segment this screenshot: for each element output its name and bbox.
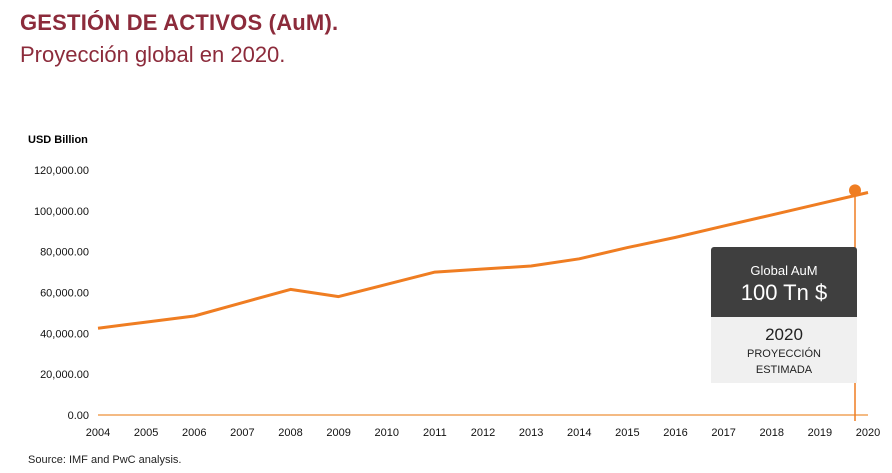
x-tick-label: 2011 <box>423 427 447 439</box>
x-tick-label: 2005 <box>134 427 158 439</box>
y-tick-label: 100,000.00 <box>34 206 89 218</box>
y-tick-label: 120,000.00 <box>34 165 89 177</box>
y-tick-label: 60,000.00 <box>40 288 89 300</box>
callout-value: 100 Tn $ <box>740 280 828 305</box>
x-tick-label: 2013 <box>519 427 543 439</box>
x-tick-label: 2015 <box>615 427 639 439</box>
y-tick-labels: 0.00 20,000.00 40,000.00 60,000.00 80,000.00… <box>34 165 89 422</box>
callout-label: Global AuM <box>750 263 818 278</box>
x-tick-label: 2006 <box>182 427 206 439</box>
x-tick-label: 2016 <box>663 427 687 439</box>
x-tick-label: 2007 <box>230 427 254 439</box>
y-tick-label: 0.00 <box>68 410 89 422</box>
x-tick-labels: 2004 2005 2006 2007 2008 2009 2010 2011 2012 2013… <box>86 427 880 439</box>
highlight-point <box>849 184 861 197</box>
x-tick-label: 2009 <box>326 427 350 439</box>
y-tick-label: 40,000.00 <box>40 328 89 340</box>
page-subtitle: Proyección global en 2020. <box>20 42 286 67</box>
x-tick-label: 2018 <box>760 427 784 439</box>
page-title: GESTIÓN DE ACTIVOS (AuM). <box>20 10 339 35</box>
y-tick-label: 80,000.00 <box>40 247 89 259</box>
y-axis-label: USD Billion <box>28 134 88 146</box>
x-tick-label: 2020 <box>856 427 880 439</box>
y-tick-label: 20,000.00 <box>40 369 89 381</box>
x-tick-label: 2008 <box>278 427 302 439</box>
callout-note-line2: ESTIMADA <box>755 364 813 376</box>
x-tick-label: 2012 <box>471 427 495 439</box>
x-tick-label: 2010 <box>375 427 399 439</box>
source-note: Source: IMF and PwC analysis. <box>28 454 182 466</box>
callout-header: Global AuM 100 Tn $ <box>711 247 857 317</box>
callout-note-line1: PROYECCIÓN <box>747 348 821 360</box>
x-tick-label: 2017 <box>711 427 735 439</box>
callout-footer: 2020 PROYECCIÓN ESTIMADA <box>711 317 857 383</box>
series-line <box>97 191 869 330</box>
x-tick-label: 2014 <box>567 427 591 439</box>
callout-year: 2020 <box>765 325 803 344</box>
aum-callout: Global AuM 100 Tn $ 2020 PROYECCIÓN ESTI… <box>711 247 857 383</box>
x-tick-label: 2004 <box>86 427 110 439</box>
x-tick-label: 2019 <box>808 427 832 439</box>
